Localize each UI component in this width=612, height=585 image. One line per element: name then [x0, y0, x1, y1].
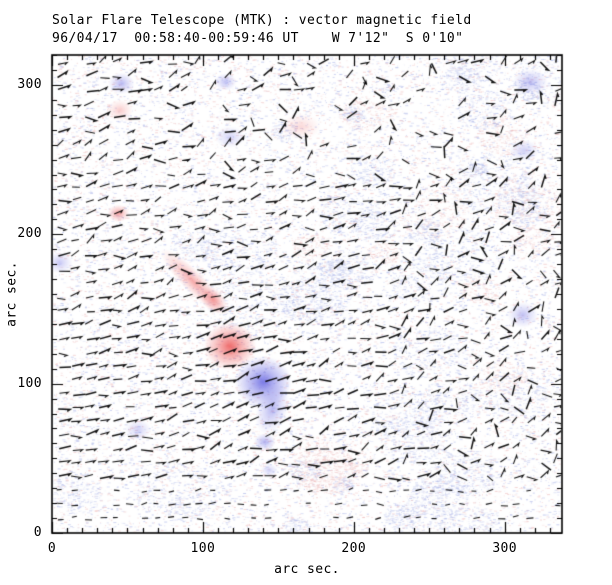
x-tick-label: 100	[190, 541, 216, 556]
x-tick-label: 0	[47, 541, 57, 556]
y-tick-label: 0	[33, 525, 42, 540]
chart-subtitle: 96/04/17 00:58:40-00:59:46 UT W 7'12" S …	[52, 31, 464, 46]
y-tick-label: 300	[17, 76, 42, 92]
x-tick-label: 200	[341, 541, 367, 556]
x-tick-label: 300	[492, 541, 517, 556]
y-tick-label: 100	[17, 375, 42, 391]
y-tick-label: 200	[17, 226, 42, 242]
x-axis-label: arc sec.	[274, 562, 340, 577]
chart-title: Solar Flare Telescope (MTK) : vector mag…	[52, 13, 472, 28]
y-axis-label: arc sec.	[4, 261, 20, 327]
